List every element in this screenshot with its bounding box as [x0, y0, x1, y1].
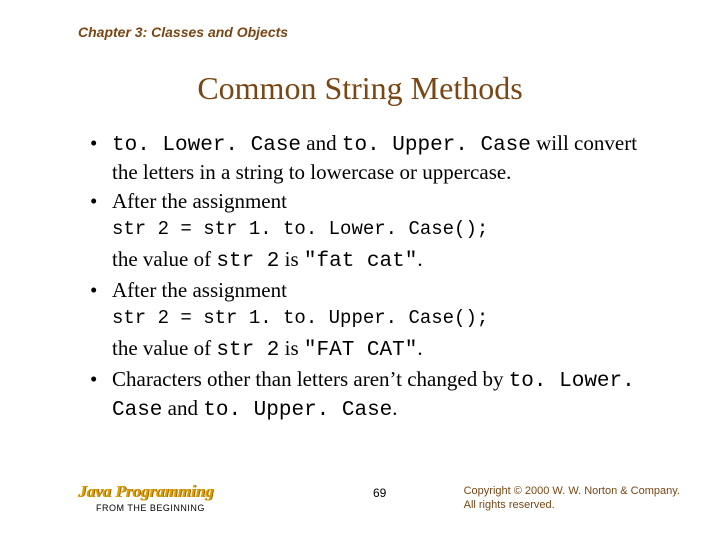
text-span: and — [162, 396, 203, 420]
text-span: the value of — [112, 247, 216, 271]
bullet-mark: • — [90, 130, 112, 186]
footer-left: Java Programming FROM THE BEGINNING — [78, 482, 214, 513]
page-number: 69 — [373, 486, 386, 500]
bullet-body: to. Lower. Case and to. Upper. Case will… — [112, 130, 650, 186]
bullet-1: • to. Lower. Case and to. Upper. Case wi… — [90, 130, 650, 186]
code-span: "FAT CAT" — [304, 339, 417, 362]
result-line-1: the value of str 2 is "fat cat". — [112, 246, 650, 275]
book-subtitle: FROM THE BEGINNING — [96, 503, 214, 513]
code-line-2: str 2 = str 1. to. Upper. Case(); — [112, 307, 650, 331]
code-span: to. Upper. Case — [203, 399, 392, 422]
bullet-2: • After the assignment — [90, 188, 650, 214]
code-span: "fat cat" — [304, 250, 417, 273]
bullet-body: After the assignment — [112, 188, 650, 214]
copyright: Copyright © 2000 W. W. Norton & Company.… — [464, 484, 680, 513]
copyright-line-2: All rights reserved. — [464, 498, 680, 512]
bullet-mark: • — [90, 277, 112, 303]
bullet-4: • Characters other than letters aren’t c… — [90, 366, 650, 425]
code-span: to. Upper. Case — [342, 134, 531, 157]
code-span: str 2 — [216, 250, 279, 273]
code-span: to. Lower. Case — [112, 134, 301, 157]
page-title: Common String Methods — [0, 70, 720, 107]
result-line-2: the value of str 2 is "FAT CAT". — [112, 335, 650, 364]
text-span: is — [279, 247, 304, 271]
text-span: is — [279, 336, 304, 360]
footer: Java Programming FROM THE BEGINNING 69 C… — [78, 482, 680, 522]
text-span: . — [417, 336, 422, 360]
copyright-line-1: Copyright © 2000 W. W. Norton & Company. — [464, 484, 680, 498]
code-span: str 2 — [216, 339, 279, 362]
text-span: . — [417, 247, 422, 271]
bullet-3: • After the assignment — [90, 277, 650, 303]
code-line-1: str 2 = str 1. to. Lower. Case(); — [112, 218, 650, 242]
bullet-body: Characters other than letters aren’t cha… — [112, 366, 650, 425]
text-span: and — [301, 131, 342, 155]
slide-content: • to. Lower. Case and to. Upper. Case wi… — [90, 130, 650, 427]
text-span: the value of — [112, 336, 216, 360]
bullet-mark: • — [90, 366, 112, 425]
text-span: Characters other than letters aren’t cha… — [112, 367, 509, 391]
bullet-mark: • — [90, 188, 112, 214]
chapter-header: Chapter 3: Classes and Objects — [78, 24, 288, 40]
bullet-body: After the assignment — [112, 277, 650, 303]
text-span: . — [392, 396, 397, 420]
book-title: Java Programming — [78, 482, 214, 502]
